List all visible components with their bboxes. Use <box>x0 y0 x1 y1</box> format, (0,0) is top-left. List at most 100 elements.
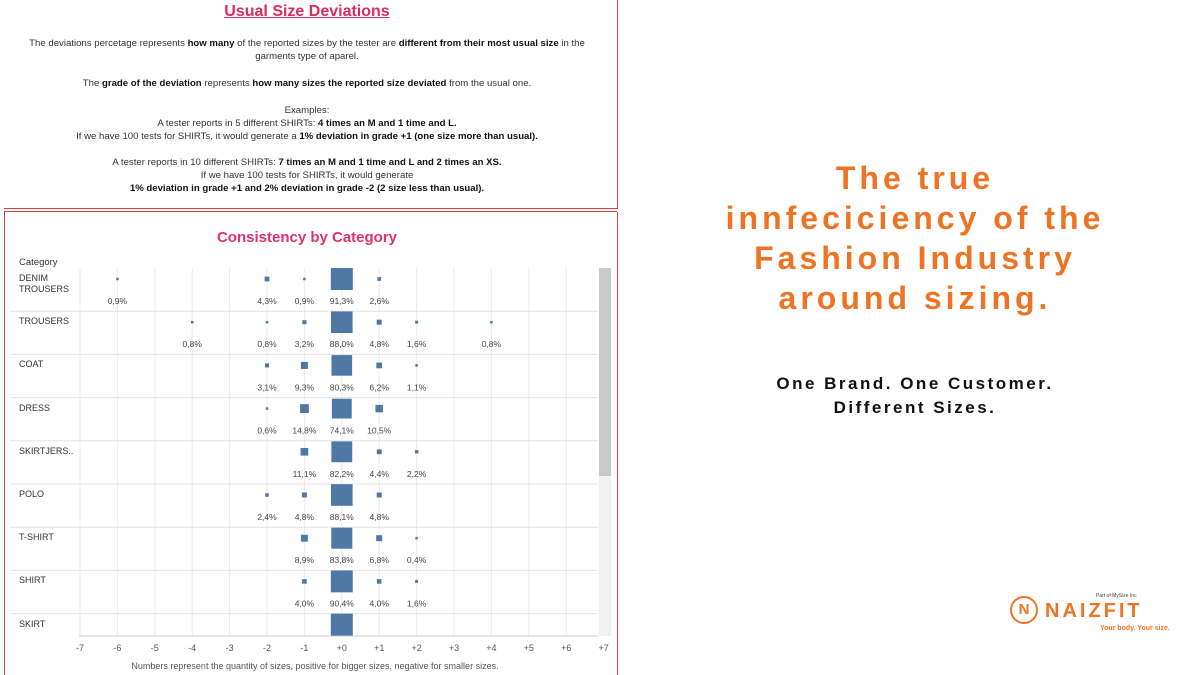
data-point <box>415 579 419 583</box>
info-panel <box>4 0 618 212</box>
data-point <box>265 407 269 410</box>
data-point <box>264 363 270 368</box>
data-label: 88,1% <box>330 512 355 522</box>
x-tick-label: +0 <box>337 643 347 653</box>
data-label: 80,3% <box>330 382 355 392</box>
data-label: 4,0% <box>370 598 390 608</box>
category-label: T-SHIRT <box>19 532 54 543</box>
data-label: 10,5% <box>367 426 392 436</box>
data-label: 11,1% <box>293 469 317 479</box>
subheadline-line-1: One Brand. One Customer. <box>776 374 1054 393</box>
headline-line-4: around sizing. <box>778 280 1052 316</box>
data-label: 1,1% <box>407 382 427 392</box>
x-tick-label: -1 <box>300 643 308 653</box>
data-point <box>264 276 270 282</box>
x-tick-label: +7 <box>598 643 608 653</box>
data-label: 0,4% <box>407 555 427 565</box>
category-label: COAT <box>19 359 44 370</box>
data-label: 83,8% <box>330 555 355 565</box>
data-point <box>331 355 353 376</box>
logo-mark-icon: N <box>1010 596 1038 624</box>
left-panel: Usual Size Deviations The deviations per… <box>4 0 618 675</box>
data-point <box>331 527 353 549</box>
data-point <box>265 320 269 324</box>
x-tick-label: -7 <box>76 643 84 653</box>
info-paragraph-1: The deviations percetage represents how … <box>29 38 585 62</box>
logo-wordmark: NAIZFIT <box>1045 600 1143 622</box>
data-label: 4,0% <box>295 598 315 608</box>
logo-tagline: Your body. Your size. <box>1100 625 1170 632</box>
x-tick-label: +6 <box>561 643 571 653</box>
x-tick-label: -3 <box>226 643 234 653</box>
data-point <box>376 319 382 325</box>
data-point <box>376 492 382 498</box>
data-point <box>301 492 307 498</box>
data-label: 3,2% <box>295 339 315 349</box>
data-label: 1,6% <box>407 598 427 608</box>
x-tick-label: -5 <box>151 643 159 653</box>
data-point <box>376 449 382 455</box>
category-label: DENIM TROUSERS <box>19 273 70 294</box>
chart-scrollbar-thumb[interactable] <box>599 268 611 476</box>
data-point <box>299 404 309 414</box>
data-label: 88,0% <box>330 339 355 349</box>
category-label: POLO <box>19 489 45 499</box>
headline-line-3: Fashion Industry <box>754 240 1076 276</box>
data-point <box>302 320 307 325</box>
data-label: 3,1% <box>257 382 277 392</box>
headline-line-2: innfeciciency of the <box>725 200 1105 236</box>
data-point <box>302 579 307 584</box>
data-label: 8,9% <box>295 555 315 565</box>
category-label: SKIRTJERS.. <box>19 445 74 456</box>
data-label: 4,8% <box>295 512 315 522</box>
headline: The true innfeciciency of the Fashion In… <box>660 158 1170 318</box>
data-label: 1,6% <box>407 339 427 349</box>
data-point <box>377 277 382 281</box>
data-label: 2,4% <box>257 512 277 522</box>
subheadline: One Brand. One Customer. Different Sizes… <box>660 372 1170 420</box>
data-point <box>375 404 383 413</box>
data-label: 90,4% <box>330 598 355 608</box>
chart-title: Consistency by Category <box>216 229 398 246</box>
data-point <box>490 320 493 324</box>
info-examples-1: Examples: A tester reports in 5 differen… <box>76 105 538 142</box>
data-label: 0,8% <box>183 339 203 349</box>
x-tick-label: +2 <box>411 643 421 653</box>
data-label: 4,8% <box>370 339 390 349</box>
data-point <box>330 613 353 636</box>
x-tick-label: +3 <box>449 643 459 653</box>
data-label: 0,8% <box>482 339 502 349</box>
consistency-chart: -7 -6 -5 -4 -3 -2 -1 +0 +1 +2 +3 +4 +5 +6 +7 0,9% 4,3% 0,… <box>10 268 609 653</box>
data-point <box>300 447 309 456</box>
data-label: 0,8% <box>257 339 277 349</box>
data-label: 14,8% <box>292 426 317 436</box>
data-label: 4,8% <box>370 512 390 522</box>
x-tick-label: +1 <box>374 643 384 653</box>
data-point <box>303 277 306 281</box>
data-point <box>415 536 418 540</box>
data-label: 4,3% <box>257 296 277 306</box>
data-point <box>330 268 353 290</box>
chart-panel <box>4 212 618 675</box>
category-label: DRESS <box>19 402 51 413</box>
data-point <box>376 579 382 584</box>
category-header: Category <box>19 257 58 268</box>
data-point <box>190 320 194 324</box>
data-label: 4,4% <box>370 469 390 479</box>
headline-line-1: The true <box>835 160 995 196</box>
data-point <box>330 570 353 593</box>
logo-parent: Part of MySize Inc <box>1096 593 1137 599</box>
x-tick-label: +4 <box>486 643 496 653</box>
data-point <box>300 534 308 542</box>
data-point <box>415 364 418 367</box>
info-paragraph-2: The grade of the deviation represents ho… <box>82 78 532 89</box>
category-label: SKIRT <box>19 618 46 629</box>
data-point <box>415 320 419 324</box>
subheadline-line-2: Different Sizes. <box>833 398 997 417</box>
naizfit-logo: N Part of MySize Inc NAIZFIT Your body. … <box>1010 590 1185 635</box>
data-point <box>265 493 269 497</box>
category-label: TROUSERS <box>19 316 70 327</box>
data-label: 6,2% <box>370 382 390 392</box>
data-label: 0,9% <box>108 296 128 306</box>
data-label: 6,8% <box>370 555 390 565</box>
